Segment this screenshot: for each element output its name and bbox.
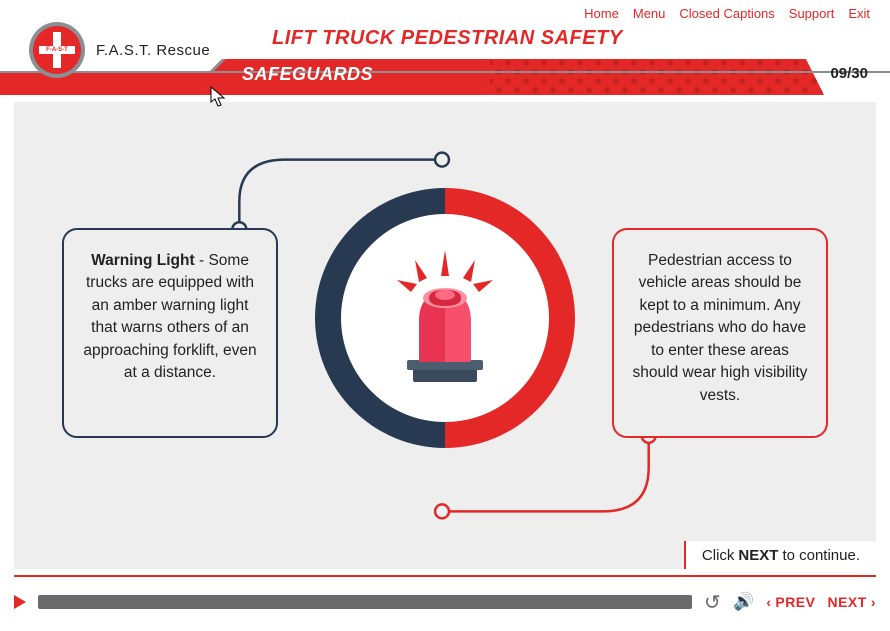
nav-home[interactable]: Home [584, 6, 619, 21]
slide-content: Warning Light - Some trucks are equipped… [14, 102, 876, 569]
replay-icon[interactable]: ↻ [704, 590, 721, 615]
divider-line [14, 575, 876, 577]
prev-button[interactable]: ‹PREV [766, 594, 815, 610]
nav-cc[interactable]: Closed Captions [679, 6, 774, 21]
brand-text: F.A.S.T. Rescue [96, 42, 210, 59]
player-bar: ↻ 🔊 ‹PREV NEXT› [14, 585, 876, 619]
right-box-text: Pedestrian access to vehicle areas shoul… [633, 252, 808, 404]
left-box-heading: Warning Light [91, 252, 195, 269]
continue-pre: Click [702, 547, 735, 564]
left-info-box: Warning Light - Some trucks are equipped… [62, 228, 278, 438]
nav-support[interactable]: Support [789, 6, 835, 21]
warning-light-icon [315, 188, 575, 448]
right-info-box: Pedestrian access to vehicle areas shoul… [612, 228, 828, 438]
slide-title: SAFEGUARDS [242, 64, 373, 85]
volume-icon[interactable]: 🔊 [733, 592, 754, 612]
next-button[interactable]: NEXT› [827, 594, 876, 610]
svg-text:F-A-S-T: F-A-S-T [46, 47, 68, 53]
logo: F-A-S-T F.A.S.T. Rescue [28, 21, 210, 79]
continue-hint: Click NEXT to continue. [684, 541, 876, 569]
continue-bold: NEXT [738, 547, 778, 564]
center-graphic [315, 188, 575, 448]
play-button-icon[interactable] [14, 595, 26, 609]
fast-rescue-logo-icon: F-A-S-T [28, 21, 86, 79]
course-title: LIFT TRUCK PEDESTRIAN SAFETY [272, 27, 623, 50]
left-box-text: - Some trucks are equipped with an amber… [83, 252, 256, 381]
page-counter: 09/30 [830, 65, 868, 82]
progress-bar[interactable] [38, 595, 692, 609]
nav-menu[interactable]: Menu [633, 6, 666, 21]
continue-post: to continue. [782, 547, 860, 564]
nav-exit[interactable]: Exit [848, 6, 870, 21]
header: F-A-S-T F.A.S.T. Rescue LIFT TRUCK PEDES… [0, 25, 890, 103]
